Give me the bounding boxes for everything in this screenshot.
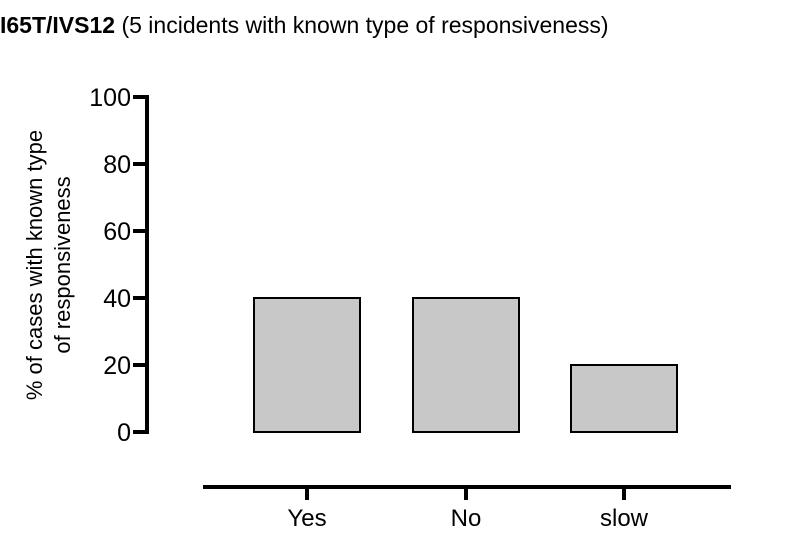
x-axis: Yes No slow bbox=[203, 485, 731, 532]
chart-title-bold: I65T/IVS12 bbox=[0, 12, 116, 38]
y-tick-label: 80 bbox=[103, 151, 131, 179]
chart-title-rest: (5 incidents with known type of responsi… bbox=[115, 12, 609, 38]
bar-no bbox=[412, 297, 520, 433]
y-tick-label: 60 bbox=[103, 218, 131, 246]
x-tick-label-yes: Yes bbox=[287, 505, 326, 532]
bars bbox=[253, 297, 678, 433]
y-axis-title-line-2: of responsiveness bbox=[50, 176, 75, 353]
y-axis-title-line-1: % of cases with known type bbox=[22, 130, 47, 400]
bar-slow bbox=[570, 364, 678, 433]
x-tick-label-no: No bbox=[451, 505, 482, 532]
y-ticks: 0 20 40 60 80 100 bbox=[89, 84, 147, 447]
x-ticks: Yes No slow bbox=[287, 487, 649, 532]
y-tick-label: 100 bbox=[89, 84, 131, 112]
x-tick-label-slow: slow bbox=[600, 505, 649, 532]
y-tick-label: 20 bbox=[103, 352, 131, 380]
bar-yes bbox=[253, 297, 361, 433]
y-tick-label: 0 bbox=[117, 419, 131, 447]
chart-title: I65T/IVS12 (5 incidents with known type … bbox=[0, 12, 800, 46]
y-axis: 0 20 40 60 80 100 bbox=[89, 84, 149, 447]
y-tick-label: 40 bbox=[103, 285, 131, 313]
